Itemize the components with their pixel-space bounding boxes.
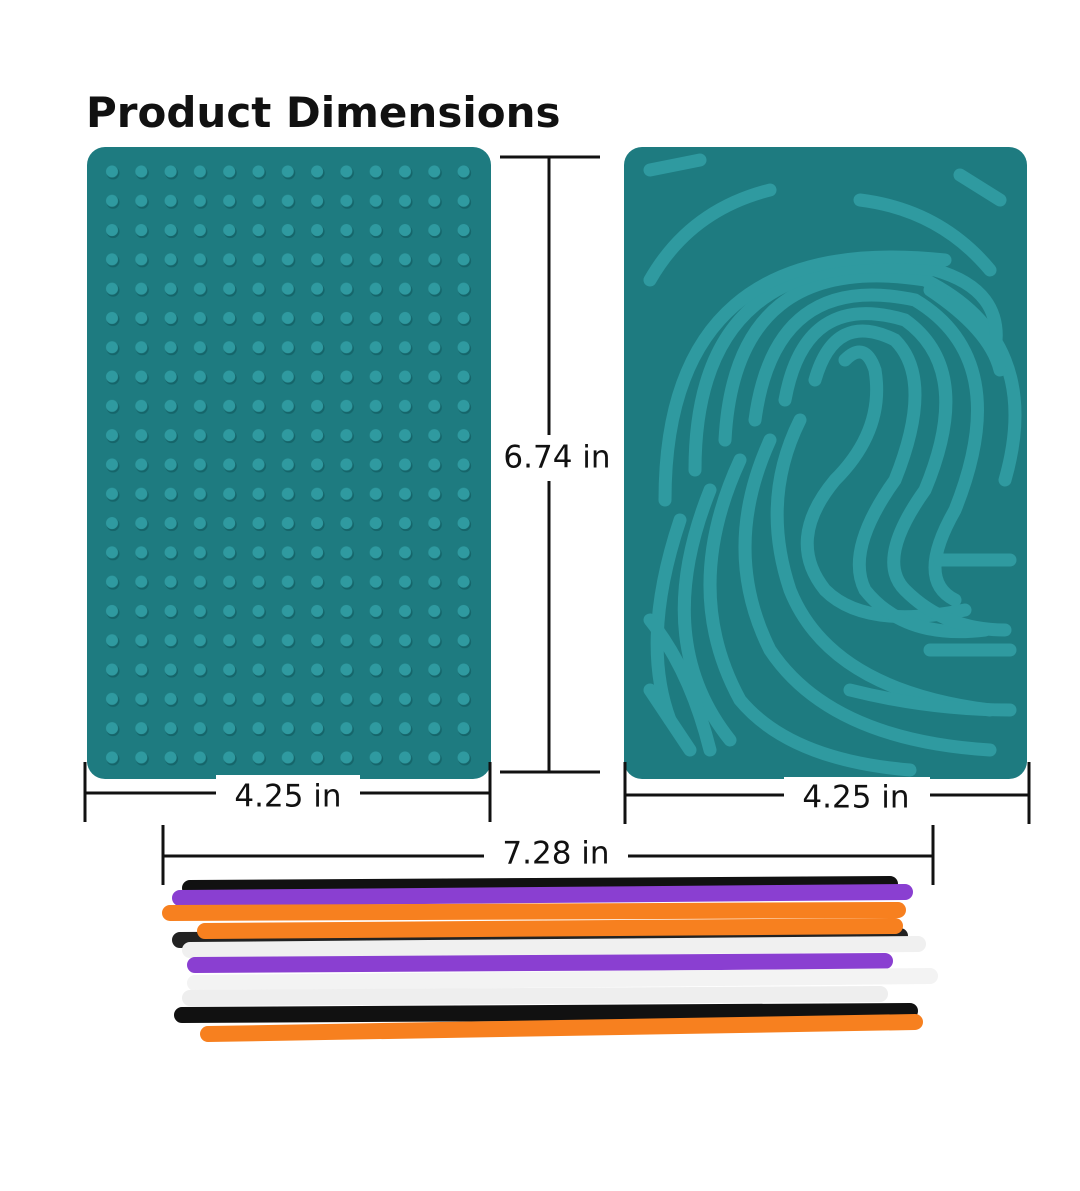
total-width-label: 7.28 in — [502, 836, 609, 872]
height-dimension: 6.74 in — [495, 155, 619, 774]
height-label: 6.74 in — [503, 440, 610, 476]
left-width-dimension: 4.25 in — [83, 762, 492, 822]
sticks — [162, 876, 938, 1042]
total-width-dimension: 7.28 in — [161, 825, 935, 885]
fingerprint-mat — [624, 147, 1027, 779]
right-width-dimension: 4.25 in — [623, 762, 1031, 824]
dotted-mat — [87, 147, 491, 779]
left-width-label: 4.25 in — [234, 779, 341, 815]
right-width-label: 4.25 in — [802, 780, 909, 816]
title: Product Dimensions — [86, 88, 560, 137]
